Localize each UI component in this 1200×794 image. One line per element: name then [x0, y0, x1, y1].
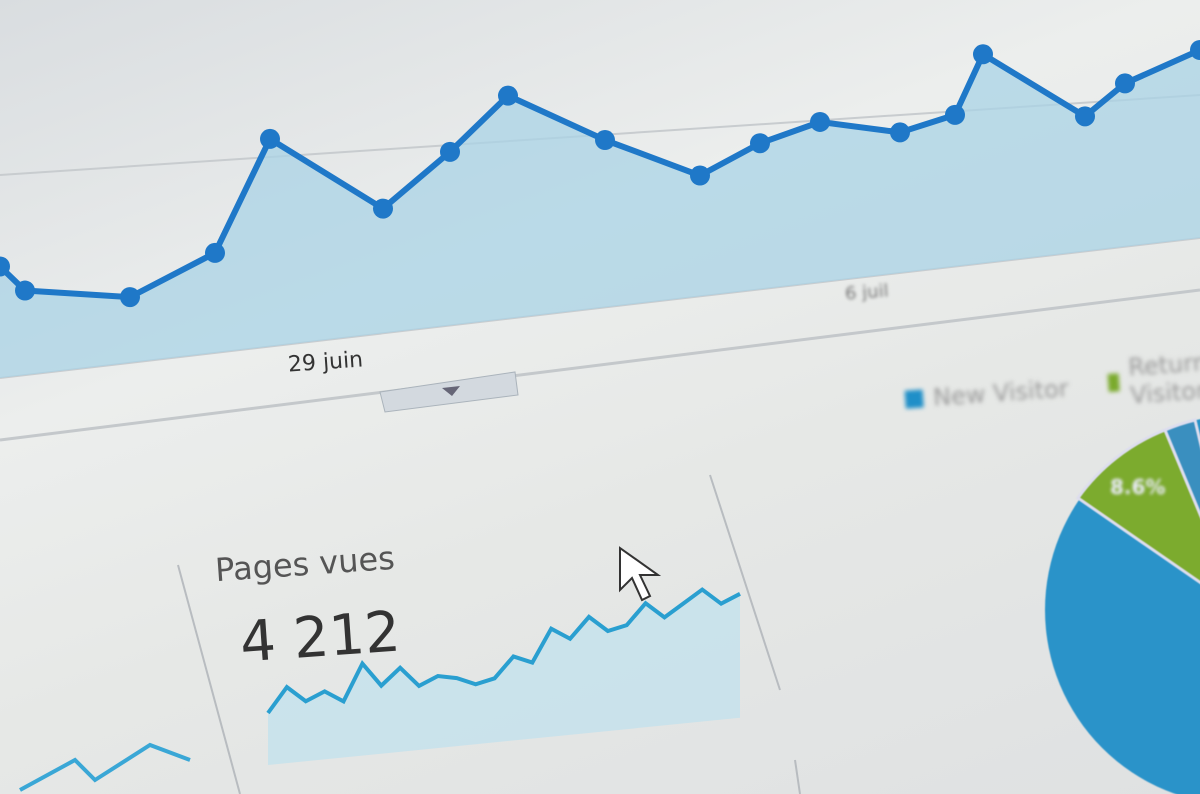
data-point[interactable]	[15, 280, 35, 301]
data-point[interactable]	[890, 122, 910, 143]
data-point[interactable]	[120, 287, 140, 308]
series-line	[0, 47, 1200, 301]
data-point[interactable]	[1190, 40, 1200, 60]
data-point[interactable]	[810, 111, 830, 132]
legend-swatch	[1107, 373, 1120, 393]
data-point[interactable]	[973, 44, 993, 65]
data-point[interactable]	[750, 133, 770, 154]
x-tick-label: 29 juin	[287, 347, 364, 378]
card-divider	[794, 759, 801, 794]
side-sparkline	[19, 742, 191, 792]
pie-slice-label: 8.6%	[1110, 475, 1166, 499]
pie-slice	[1163, 418, 1200, 518]
pageviews-sparkline	[266, 587, 741, 765]
caret-down-icon	[442, 386, 460, 396]
x-tick-label: 6 juil	[844, 280, 890, 305]
visitor-pie-chart	[1045, 418, 1200, 794]
sparkline-line	[266, 587, 741, 715]
data-point[interactable]	[205, 242, 225, 263]
data-point[interactable]	[945, 104, 965, 125]
data-point[interactable]	[1075, 106, 1095, 127]
data-point[interactable]	[1115, 73, 1135, 94]
mouse-pointer-icon	[619, 546, 662, 602]
card-divider	[177, 564, 241, 794]
main-area-chart	[0, 40, 1200, 378]
panel-divider	[0, 288, 1200, 442]
data-point[interactable]	[440, 141, 460, 162]
pageviews-value: 4 212	[237, 599, 403, 676]
data-point[interactable]	[0, 256, 10, 277]
data-point[interactable]	[595, 130, 615, 151]
data-point[interactable]	[690, 165, 710, 186]
legend-returning-visitor[interactable]: Returning Visitor	[1106, 345, 1200, 411]
data-point[interactable]	[260, 128, 280, 149]
data-point[interactable]	[373, 198, 393, 219]
sparkline-fill	[268, 589, 740, 765]
legend-label: Returning Visitor	[1127, 345, 1200, 410]
pie-slice-returning-visitor	[1075, 428, 1200, 585]
data-point[interactable]	[498, 85, 518, 106]
area-fill	[0, 50, 1200, 378]
card-divider	[709, 474, 781, 691]
legend-swatch	[904, 389, 924, 409]
